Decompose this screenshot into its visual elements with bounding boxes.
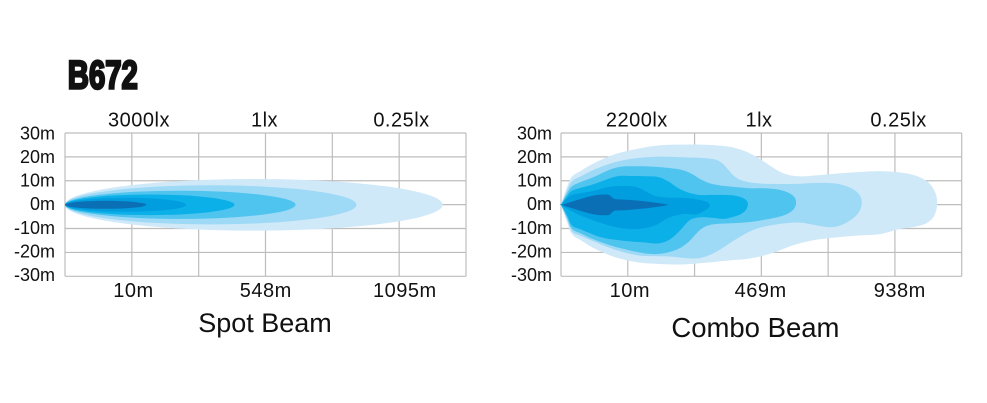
svg-text:10m: 10m xyxy=(20,171,55,191)
svg-text:20m: 20m xyxy=(517,147,552,167)
svg-text:1095m: 1095m xyxy=(373,280,437,302)
svg-text:-10m: -10m xyxy=(14,218,55,238)
svg-text:-10m: -10m xyxy=(511,218,552,238)
svg-text:20m: 20m xyxy=(20,147,55,167)
svg-text:-20m: -20m xyxy=(511,241,552,261)
svg-text:-20m: -20m xyxy=(14,241,55,261)
svg-text:-30m: -30m xyxy=(511,265,552,285)
svg-text:Spot Beam: Spot Beam xyxy=(198,308,332,338)
svg-text:1lx: 1lx xyxy=(251,110,278,132)
svg-text:0.25lx: 0.25lx xyxy=(373,110,429,132)
svg-text:30m: 30m xyxy=(517,124,552,144)
svg-text:30m: 30m xyxy=(20,124,55,144)
svg-text:548m: 548m xyxy=(240,280,292,302)
svg-text:938m: 938m xyxy=(874,280,926,302)
svg-text:10m: 10m xyxy=(113,280,153,302)
svg-text:469m: 469m xyxy=(735,280,787,302)
svg-text:10m: 10m xyxy=(517,171,552,191)
svg-text:B672: B672 xyxy=(68,54,138,98)
svg-text:0m: 0m xyxy=(30,194,55,214)
svg-text:0.25lx: 0.25lx xyxy=(870,110,926,132)
svg-text:3000lx: 3000lx xyxy=(108,110,170,132)
svg-text:Combo Beam: Combo Beam xyxy=(671,312,839,343)
svg-text:1lx: 1lx xyxy=(745,110,772,132)
svg-text:0m: 0m xyxy=(527,194,552,214)
svg-text:-30m: -30m xyxy=(14,265,55,285)
svg-text:2200lx: 2200lx xyxy=(606,110,668,132)
svg-text:10m: 10m xyxy=(610,280,650,302)
